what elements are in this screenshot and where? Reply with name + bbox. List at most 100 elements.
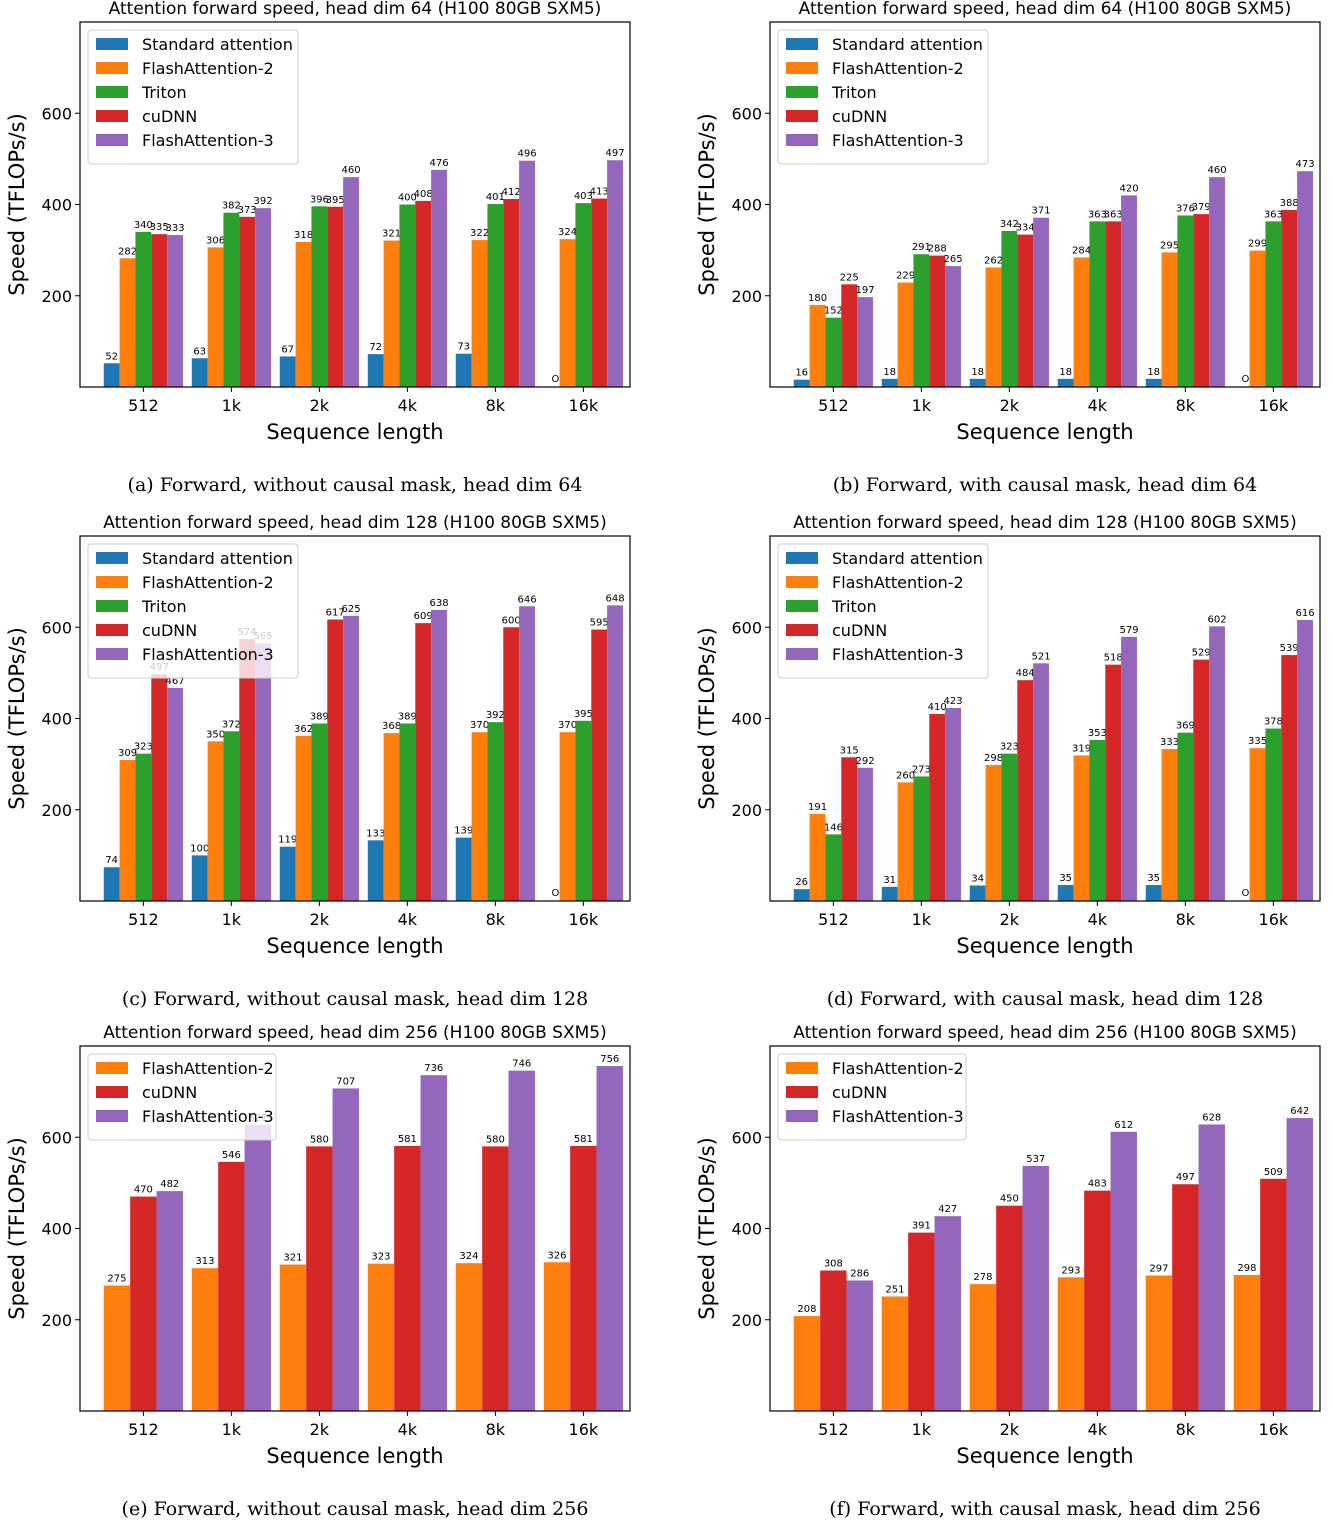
data-label: 382 [222,201,241,212]
y-tick-label: 400 [731,196,762,215]
y-tick-label: 200 [41,287,72,306]
legend-label: cuDNN [142,107,197,126]
legend-swatch [786,1086,818,1098]
data-label: 378 [1264,717,1283,728]
bar [295,241,312,387]
legend-label: Triton [831,597,877,616]
y-axis-label: Speed (TFLOPs/s) [5,1137,29,1320]
data-label: 412 [502,187,521,198]
legend-swatch [786,134,818,146]
data-label: 100 [190,843,209,854]
bar [207,247,224,387]
legend-swatch [786,624,818,636]
y-tick-label: 400 [41,196,72,215]
data-label: 35 [1147,873,1160,884]
bar [103,363,120,387]
data-label: 18 [883,367,896,378]
legend: Standard attention FlashAttention-2 Triton… [87,543,299,679]
bar [591,629,608,901]
data-label: 595 [590,618,609,629]
legend-swatch [786,110,818,122]
data-label: 342 [1000,219,1019,230]
data-label: 353 [1088,728,1107,739]
bar [295,735,312,901]
data-label: 119 [278,835,297,846]
bar [135,231,152,387]
data-label: 262 [984,255,1003,266]
bar [1084,1190,1111,1411]
data-label: 403 [574,191,593,202]
bar [1193,214,1210,387]
bar [1177,732,1194,901]
bar [455,1263,483,1411]
bar [846,1280,873,1411]
data-label: 473 [1295,159,1314,170]
x-tick-label: 1k [912,1420,932,1439]
data-label: 736 [424,1063,443,1074]
data-label: 579 [1119,625,1138,636]
x-tick-label: 2k [310,1420,330,1439]
data-label: 612 [1114,1120,1133,1131]
data-label: 370 [558,720,577,731]
legend-label: cuDNN [142,1083,197,1102]
bar [487,722,504,901]
bar [1017,680,1034,901]
data-label: 371 [1031,206,1050,217]
plot-frame [769,535,1321,902]
legend-label: FlashAttention-3 [142,645,274,664]
data-label: 756 [600,1054,619,1065]
data-label: 539 [1280,643,1299,654]
legend-label: FlashAttention-3 [832,131,964,150]
data-label: 323 [371,1252,390,1263]
data-label: 326 [547,1250,566,1261]
chart-panel: Attention forward speed, head dim 128 (H… [695,513,1321,1010]
data-label: 73 [457,342,470,353]
bar [1145,885,1162,901]
data-label: 319 [1072,743,1091,754]
chart-title: Attention forward speed, head dim 128 (H… [793,513,1296,533]
bar [218,1161,245,1411]
data-label: 273 [912,764,931,775]
legend: FlashAttention-2 cuDNN FlashAttention-3 [777,1053,967,1141]
bar [809,304,826,387]
legend-swatch [786,576,818,588]
bar [908,1232,935,1411]
y-tick-label: 400 [731,710,762,729]
bar [1145,1275,1173,1411]
y-tick-label: 400 [41,710,72,729]
x-tick-label: 512 [818,1420,849,1439]
x-tick-label: 4k [398,1420,418,1439]
data-label: 275 [107,1274,126,1285]
y-tick-label: 200 [41,801,72,820]
data-label: 581 [398,1134,417,1145]
bar [394,1145,421,1411]
x-tick-label: 512 [128,910,159,929]
x-tick-label: 2k [1000,910,1020,929]
bar [543,1262,571,1411]
bar [969,1284,997,1411]
x-tick-label: 512 [818,910,849,929]
bar [399,723,416,901]
x-axis-label: Sequence length [266,1444,443,1468]
y-tick-label: 600 [731,618,762,637]
bar [255,643,271,901]
data-label: 282 [118,246,137,257]
x-tick-label: 4k [1088,910,1108,929]
figure-caption: (d) Forward, with causal mask, head dim … [827,988,1264,1010]
legend-label: Standard attention [142,35,293,54]
legend-swatch [96,38,128,50]
bar [985,765,1002,901]
legend-swatch [786,552,818,564]
data-label: 146 [824,822,843,833]
data-label: 746 [512,1059,531,1070]
data-label: 133 [366,828,385,839]
bar [306,1146,333,1411]
data-label: 518 [1104,653,1123,664]
data-label: 362 [294,724,313,735]
data-label: 291 [912,242,931,253]
legend-label: FlashAttention-2 [142,1059,274,1078]
data-label: 363 [1088,209,1107,220]
bar [151,674,168,901]
legend-label: Standard attention [832,549,983,568]
bar [383,240,400,387]
